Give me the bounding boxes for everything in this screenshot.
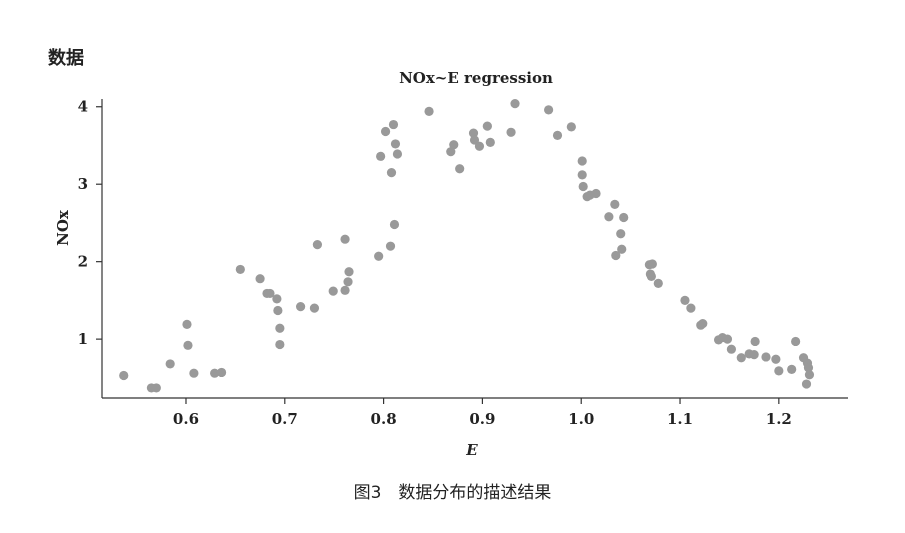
data-point	[273, 305, 283, 316]
data-point	[722, 334, 733, 344]
data-point	[566, 122, 576, 132]
data-point	[390, 139, 401, 149]
x-axis-title: E	[465, 441, 478, 459]
data-point	[774, 366, 784, 376]
data-point	[468, 128, 479, 138]
data-point	[647, 259, 657, 269]
data-point	[119, 370, 129, 381]
x-tick-label: 1.1	[667, 410, 693, 428]
y-axis-title: NOx	[54, 209, 72, 246]
data-point	[255, 274, 265, 284]
data-point	[386, 167, 397, 178]
data-point	[544, 105, 554, 115]
data-point	[446, 147, 456, 157]
data-point	[804, 370, 815, 380]
y-tick-label: 1	[78, 330, 88, 348]
data-point	[771, 354, 781, 364]
data-point	[469, 135, 480, 145]
data-points	[119, 99, 815, 393]
data-point	[385, 241, 396, 251]
data-point	[617, 244, 627, 254]
data-point	[510, 99, 520, 109]
axes	[101, 99, 848, 399]
data-point	[296, 301, 306, 312]
data-point	[552, 130, 563, 141]
data-point	[787, 364, 797, 374]
data-point	[474, 141, 485, 151]
data-point	[680, 295, 690, 305]
data-point	[485, 137, 495, 147]
data-point	[577, 170, 587, 180]
plot-title: NOx~E regression	[399, 69, 553, 87]
x-tick-label: 0.7	[272, 410, 298, 428]
data-point	[374, 251, 384, 261]
data-point	[376, 151, 386, 161]
data-point	[577, 156, 587, 166]
data-point	[388, 119, 399, 130]
data-point	[506, 127, 516, 137]
y-tick-label: 4	[78, 98, 88, 116]
x-tick-label: 0.9	[469, 410, 495, 428]
data-point	[343, 277, 353, 287]
data-point	[455, 164, 465, 174]
data-point	[380, 126, 391, 137]
data-point	[616, 229, 626, 239]
data-point	[151, 383, 161, 393]
data-point	[210, 368, 220, 378]
data-point	[686, 303, 696, 313]
data-point	[272, 294, 282, 304]
data-point	[392, 149, 403, 159]
x-ticks: 0.6 0.7 0.8 0.9 1.0 1.1 1.2	[173, 398, 792, 428]
data-point	[611, 250, 621, 261]
data-point	[698, 319, 708, 329]
data-point	[182, 319, 192, 330]
y-tick-label: 2	[78, 253, 88, 271]
data-point	[726, 344, 737, 354]
data-point	[750, 336, 760, 347]
y-ticks: 1 2 3 4	[78, 98, 102, 348]
data-point	[328, 286, 338, 296]
data-point	[309, 303, 320, 313]
data-point	[761, 352, 771, 362]
data-point	[610, 199, 620, 209]
data-point	[749, 350, 759, 360]
y-tick-label: 3	[78, 175, 88, 193]
data-point	[340, 285, 350, 295]
x-tick-label: 1.2	[766, 410, 792, 428]
data-point	[389, 219, 400, 230]
data-point	[275, 323, 285, 333]
data-point	[791, 336, 801, 347]
data-point	[183, 340, 193, 350]
data-point	[449, 140, 459, 150]
data-point	[801, 379, 812, 389]
data-point	[424, 106, 434, 116]
data-point	[736, 353, 746, 363]
data-point	[275, 339, 285, 350]
data-point	[591, 188, 601, 199]
data-point	[619, 212, 629, 223]
data-point	[235, 264, 245, 275]
data-point	[653, 278, 663, 288]
data-point	[340, 234, 350, 244]
x-tick-label: 0.8	[371, 410, 397, 428]
data-point	[189, 368, 199, 378]
data-point	[578, 181, 588, 192]
x-tick-label: 1.0	[568, 410, 594, 428]
corner-label: 数据	[48, 48, 84, 69]
data-point	[803, 363, 814, 373]
data-point	[482, 121, 492, 131]
data-point	[165, 359, 175, 369]
data-point	[646, 271, 656, 281]
data-point	[312, 240, 323, 250]
data-point	[216, 367, 227, 378]
x-tick-label: 0.6	[173, 410, 199, 428]
data-point	[604, 212, 614, 222]
data-point	[265, 288, 275, 299]
data-point	[344, 267, 354, 277]
figure-caption: 图3 数据分布的描述结果	[353, 483, 552, 503]
